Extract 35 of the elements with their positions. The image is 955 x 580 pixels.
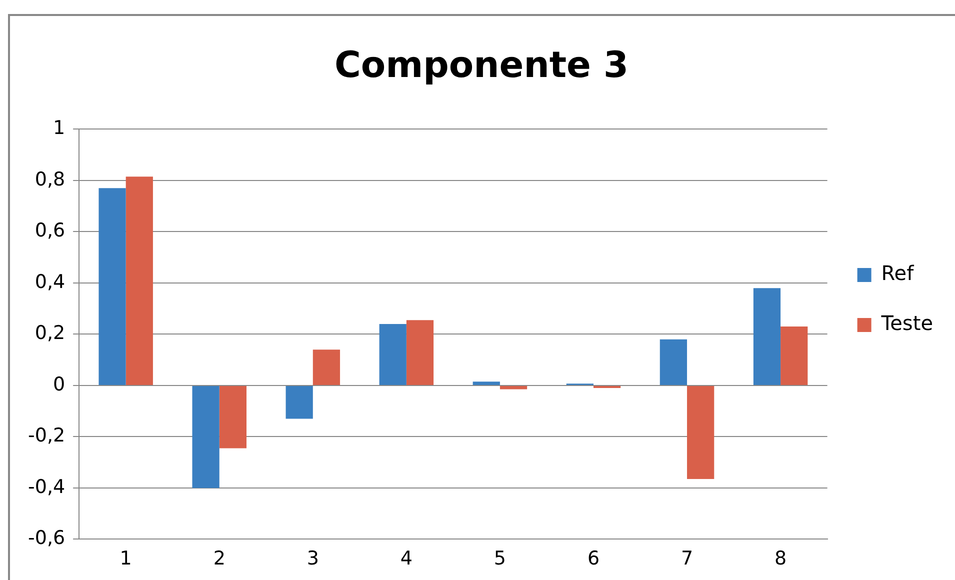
bar	[660, 339, 688, 385]
y-tick-label: 0,4	[34, 270, 66, 293]
x-tick-label: 8	[774, 548, 787, 570]
legend-label: Teste	[880, 311, 934, 336]
bar	[379, 324, 406, 385]
x-tick-label: 7	[680, 548, 694, 570]
bar	[500, 386, 528, 390]
bar	[98, 188, 126, 385]
x-tick-label: 1	[120, 548, 132, 570]
bar	[286, 386, 313, 419]
legend-label: Ref	[881, 261, 915, 286]
bar	[472, 382, 500, 385]
bar	[219, 386, 246, 448]
bar	[593, 386, 621, 388]
y-tick-label: 0	[52, 373, 66, 396]
y-tick-label: 0,2	[34, 322, 66, 344]
bar	[312, 350, 340, 385]
x-tick-label: 4	[400, 548, 412, 570]
bar	[687, 386, 714, 479]
y-tick-label: -0,6	[28, 527, 66, 550]
y-tick-label: -0,2	[28, 424, 66, 447]
bar	[192, 386, 220, 488]
x-tick-label: 5	[494, 548, 506, 570]
bar	[406, 320, 434, 385]
bar	[753, 288, 781, 385]
x-tick-label: 3	[306, 548, 319, 570]
x-tick-label: 6	[587, 548, 600, 570]
chart-title: Componente 3	[334, 44, 629, 86]
x-tick-label: 2	[213, 548, 226, 570]
y-tick-label: 0,6	[34, 220, 66, 242]
y-tick-label: 1	[52, 117, 66, 140]
bar	[780, 326, 808, 385]
y-tick-label: -0,4	[28, 476, 66, 498]
bar	[126, 176, 153, 385]
y-tick-label: 0,8	[34, 168, 66, 190]
